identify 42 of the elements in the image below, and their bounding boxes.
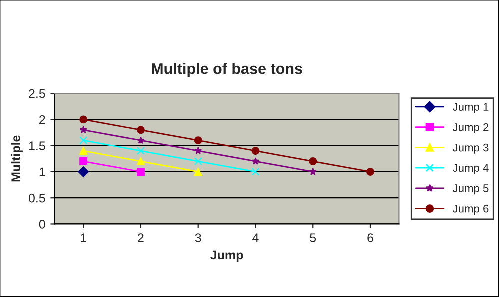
- x-tick-label: 5: [310, 234, 316, 242]
- legend-label: Jump 5: [452, 184, 489, 195]
- legend-label: Jump 2: [452, 123, 489, 134]
- legend-label: Jump 4: [452, 164, 489, 174]
- point: [194, 136, 202, 145]
- point: [366, 168, 374, 176]
- legend-label: Jump 1: [452, 103, 489, 114]
- chart-title: Multiple of base tons: [152, 63, 302, 78]
- point: [136, 158, 145, 166]
- point: [80, 158, 88, 166]
- x-tick-label: 2: [138, 234, 144, 242]
- y-axis-title: Multiple: [11, 136, 23, 182]
- point: [252, 147, 260, 156]
- point: [136, 168, 145, 176]
- point: [194, 158, 202, 166]
- point: [78, 166, 90, 178]
- y-tick-label: 1.5: [29, 142, 46, 150]
- y-tick-label: 0: [39, 220, 46, 229]
- point: [309, 168, 317, 176]
- legend-label: Jump 3: [452, 144, 489, 154]
- point: [252, 168, 260, 176]
- y-tick-label: 0.5: [28, 194, 46, 203]
- point: [80, 126, 88, 134]
- y-tick-label: 2: [40, 115, 46, 124]
- x-tick-label: 3: [195, 234, 202, 242]
- point: [80, 147, 88, 156]
- point: [309, 158, 318, 166]
- point: [194, 168, 202, 176]
- y-tick-label: 2.5: [29, 89, 46, 98]
- legend-label: Jump 6: [452, 204, 489, 215]
- point: [252, 158, 260, 165]
- x-tick-label: 6: [368, 234, 374, 242]
- point: [136, 126, 145, 134]
- y-tick-label: 1: [40, 168, 46, 176]
- point: [194, 147, 202, 154]
- point: [136, 147, 145, 156]
- point: [80, 116, 88, 124]
- point: [80, 136, 88, 145]
- x-axis-title: Jump: [210, 250, 244, 262]
- x-tick-label: 1: [81, 234, 86, 242]
- x-tick-label: 4: [252, 234, 259, 242]
- point: [137, 136, 145, 144]
